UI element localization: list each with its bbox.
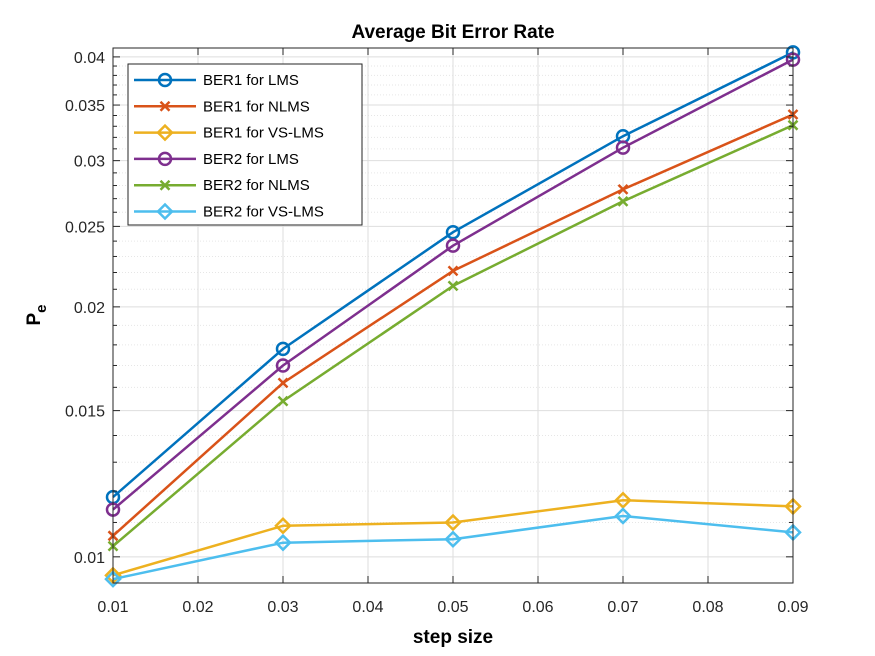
series-line	[112, 498, 794, 577]
legend-item: BER2 for VS-LMS	[134, 202, 324, 221]
legend-label: BER1 for VS-LMS	[203, 125, 324, 142]
x-axis-label: step size	[413, 627, 493, 648]
data-point-marker	[274, 533, 292, 552]
chart-title: Average Bit Error Rate	[351, 22, 554, 43]
legend-marker	[157, 151, 173, 167]
data-point-marker	[277, 395, 289, 407]
legend-label: BER2 for LMS	[203, 151, 299, 168]
data-point-marker	[445, 238, 461, 253]
y-tick-label: 0.01	[74, 550, 105, 567]
y-axis-label-subscript: e	[33, 304, 50, 312]
series-line	[112, 514, 794, 581]
data-point-marker	[615, 140, 631, 155]
x-tick-label: 0.02	[182, 599, 213, 616]
x-tick-label: 0.04	[352, 599, 383, 616]
data-point-marker	[444, 530, 462, 549]
data-point-marker	[614, 507, 632, 525]
data-point-marker	[447, 265, 459, 277]
axis-ticks	[112, 48, 794, 583]
series-6	[104, 507, 802, 588]
legend-label: BER1 for NLMS	[203, 98, 310, 115]
legend-item: BER1 for NLMS	[134, 98, 310, 115]
legend-marker	[156, 123, 174, 142]
y-tick-label: 0.035	[65, 98, 105, 115]
y-tick-label: 0.015	[65, 404, 105, 421]
svg-text:Pe: Pe	[24, 304, 50, 325]
y-tick-labels: 0.01 0.015 0.02 0.025 0.03 0.035 0.04	[65, 50, 105, 567]
x-tick-label: 0.09	[777, 599, 808, 616]
data-point-marker	[277, 377, 289, 389]
x-tick-label: 0.05	[437, 599, 468, 616]
series-2	[107, 109, 799, 542]
x-tick-label: 0.03	[267, 599, 298, 616]
data-point-marker	[444, 513, 462, 532]
data-point-marker	[274, 516, 292, 535]
y-tick-label: 0.02	[74, 300, 105, 317]
legend-label: BER2 for VS-LMS	[203, 204, 324, 221]
data-point-marker	[275, 341, 291, 357]
legend-item: BER2 for LMS	[134, 151, 299, 168]
data-point-marker	[104, 570, 122, 588]
x-tick-label: 0.07	[607, 599, 638, 616]
series-line	[112, 58, 794, 511]
legend-item: BER1 for VS-LMS	[134, 123, 324, 142]
legend-item: BER1 for LMS	[134, 72, 299, 89]
data-point-marker	[447, 280, 459, 292]
series-line	[112, 51, 794, 499]
legend-label: BER2 for NLMS	[203, 177, 310, 194]
y-axis-label-main: P	[24, 313, 45, 326]
data-point-marker	[275, 358, 291, 373]
x-tick-label: 0.01	[97, 599, 128, 616]
x-tick-label: 0.06	[522, 599, 553, 616]
legend-marker	[159, 179, 171, 191]
data-point-marker	[617, 195, 629, 207]
legend-marker	[157, 72, 173, 88]
series-layer	[104, 45, 802, 588]
y-axis-label: Pe	[24, 304, 50, 325]
data-point-marker	[617, 184, 629, 195]
legend-marker	[156, 202, 174, 221]
x-tick-label: 0.08	[692, 599, 723, 616]
data-point-marker	[445, 224, 461, 240]
legend-item: BER2 for NLMS	[134, 177, 310, 194]
y-tick-label: 0.03	[74, 154, 105, 171]
legend: BER1 for LMS BER1 for NLMS BER1 for VS-LMS…	[127, 63, 363, 226]
y-tick-label: 0.04	[74, 50, 105, 67]
series-4	[105, 52, 801, 517]
legend-box	[127, 63, 363, 226]
y-tick-label: 0.025	[65, 219, 105, 236]
x-tick-labels: 0.01 0.02 0.03 0.04 0.05 0.06 0.07 0.08 0.09	[97, 599, 808, 616]
legend-label: BER1 for LMS	[203, 72, 299, 89]
legend-marker	[159, 100, 171, 112]
